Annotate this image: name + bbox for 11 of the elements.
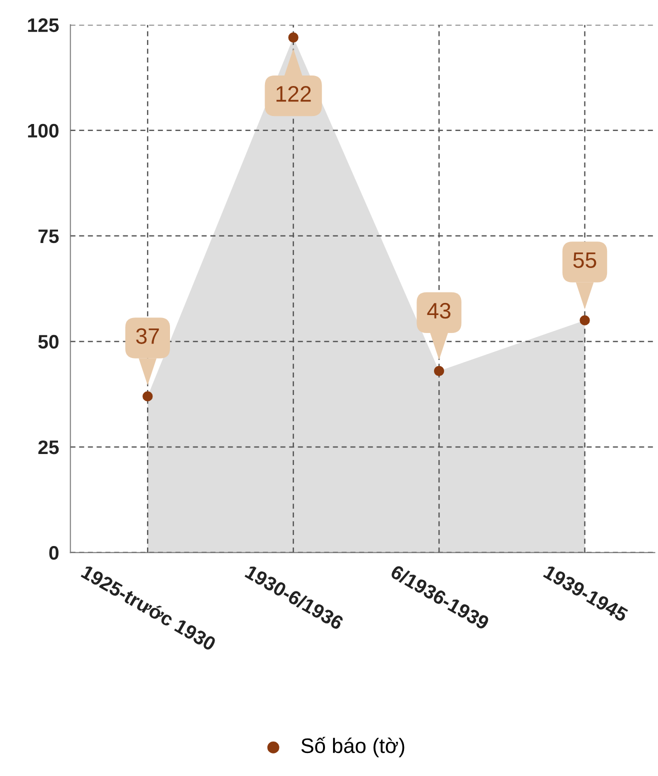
data-label: 55: [573, 252, 596, 268]
y-tick-label: 50: [38, 334, 58, 349]
data-label: 37: [136, 328, 159, 344]
y-tick-label: 25: [38, 440, 59, 454]
y-tick-label: 125: [28, 18, 59, 32]
y-tick-label: 100: [28, 124, 58, 138]
legend-label: Số báo (tờ): [301, 736, 404, 758]
data-label: 43: [427, 302, 450, 319]
y-tick-label: 75: [38, 230, 59, 244]
y-tick-label: 0: [49, 546, 58, 560]
data-label: 122: [276, 86, 311, 102]
